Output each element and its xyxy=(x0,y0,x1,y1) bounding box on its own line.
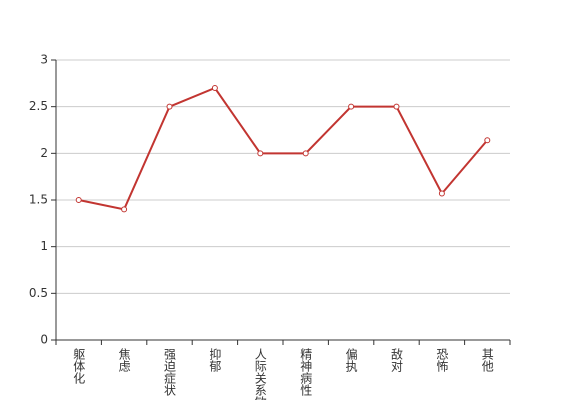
y-tick-label: 3 xyxy=(40,53,48,67)
y-tick-label: 1.5 xyxy=(29,193,48,207)
point xyxy=(348,103,355,110)
x-tick-label: 其他 xyxy=(480,348,494,372)
y-tick-label: 0 xyxy=(40,333,48,347)
point xyxy=(257,150,264,157)
y-tick-label: 2 xyxy=(40,146,48,160)
x-tick-label: 敌对 xyxy=(390,347,404,372)
point xyxy=(302,150,309,157)
point xyxy=(211,85,218,91)
x-tick-label: 躯体化 xyxy=(72,347,86,385)
x-tick-label: 强迫症状 xyxy=(163,348,177,396)
line-series xyxy=(78,86,489,211)
x-tick-label: 精神病性 xyxy=(299,348,313,397)
point xyxy=(484,137,491,144)
point xyxy=(75,197,82,203)
x-tick-label: 焦虑 xyxy=(117,348,131,372)
y-tick-label: 1 xyxy=(40,239,48,253)
x-tick-label: 偏执 xyxy=(344,347,358,373)
x-tick-label: 人际关系敏感 xyxy=(253,348,267,400)
point xyxy=(438,190,445,197)
point xyxy=(121,206,128,213)
x-tick-label: 恐怖 xyxy=(435,348,449,372)
x-tick-label: 抑郁 xyxy=(208,347,222,373)
point xyxy=(393,103,400,110)
point xyxy=(166,103,173,110)
y-tick-label: 2.5 xyxy=(29,99,48,113)
y-tick-label: 0.5 xyxy=(29,286,48,300)
